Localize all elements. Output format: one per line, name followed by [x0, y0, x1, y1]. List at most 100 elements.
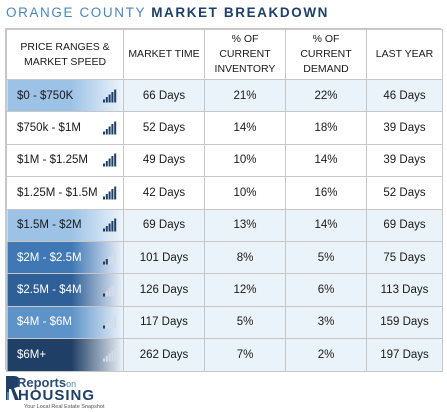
inventory-cell: 21%: [204, 78, 286, 113]
table-header-row: PRICE RANGES & MARKET SPEED MARKET TIME …: [6, 29, 443, 80]
speed-bar: [114, 218, 117, 232]
price-range-label: $0 - $750K: [17, 89, 74, 102]
table-row: $2M - $2.5M 101 Days 8% 5% 75 Days: [6, 240, 443, 275]
speed-bar: [105, 193, 108, 200]
price-range-cell: $2.5M - $4M: [6, 273, 124, 307]
demand-cell: 5%: [285, 240, 367, 275]
speed-bar: [108, 191, 111, 200]
speed-bar: [114, 153, 117, 167]
speed-bar: [111, 286, 114, 297]
table-row: $1.5M - $2M 69 Days 13% 14% 69 Days: [6, 208, 443, 242]
speed-bar: [105, 129, 108, 135]
market-speed-bars-icon: [103, 89, 117, 103]
demand-cell: 22%: [285, 78, 367, 113]
demand-cell: 14%: [285, 208, 367, 242]
price-range-label: $750k - $1M: [17, 122, 81, 135]
price-range-cell: $2M - $2.5M: [6, 240, 124, 275]
speed-bar: [103, 358, 105, 362]
price-range-label: $1.5M - $2M: [17, 219, 82, 232]
speed-bar: [114, 121, 117, 135]
header-current-demand: % OF CURRENT DEMAND: [285, 29, 367, 80]
header-price-ranges: PRICE RANGES & MARKET SPEED: [6, 29, 124, 80]
last-year-cell: 39 Days: [366, 143, 443, 178]
speed-bar: [111, 221, 114, 232]
speed-bar: [103, 261, 105, 265]
inventory-cell: 12%: [204, 273, 286, 307]
last-year-cell: 46 Days: [366, 78, 443, 113]
speed-bar: [114, 315, 117, 329]
market-time-cell: 101 Days: [123, 240, 205, 275]
title-part-breakdown: MARKET BREAKDOWN: [151, 5, 330, 20]
price-range-cell: $0 - $750K: [6, 78, 124, 113]
table-row: $2.5M - $4M 126 Days 12% 6% 113 Days: [6, 273, 443, 307]
logo-r-icon: [6, 376, 20, 400]
price-range-label: $2M - $2.5M: [17, 251, 82, 264]
table-row: $750k - $1M 52 Days 14% 18% 39 Days: [6, 111, 443, 145]
market-time-cell: 66 Days: [123, 78, 205, 113]
speed-bar: [114, 89, 117, 103]
market-speed-bars-icon: [103, 283, 117, 297]
demand-cell: 14%: [285, 143, 367, 178]
speed-bar: [103, 293, 105, 297]
market-speed-bars-icon: [103, 218, 117, 232]
speed-bar: [105, 291, 108, 297]
inventory-cell: 14%: [204, 111, 286, 145]
market-breakdown-table-container: PRICE RANGES & MARKET SPEED MARKET TIME …: [5, 28, 443, 372]
market-breakdown-table: PRICE RANGES & MARKET SPEED MARKET TIME …: [6, 29, 443, 372]
market-speed-bars-icon: [103, 121, 117, 135]
header-market-time: MARKET TIME: [123, 29, 205, 80]
price-range-cell: $6M+: [6, 338, 124, 372]
speed-bar: [105, 258, 108, 265]
demand-cell: 3%: [285, 305, 367, 340]
inventory-cell: 7%: [204, 338, 286, 372]
market-speed-bars-icon: [103, 153, 117, 167]
market-time-cell: 126 Days: [123, 273, 205, 307]
speed-bar: [111, 124, 114, 135]
speed-bar: [105, 226, 108, 232]
inventory-cell: 10%: [204, 176, 286, 210]
market-time-cell: 117 Days: [123, 305, 205, 340]
price-range-cell: $4M - $6M: [6, 305, 124, 340]
header-last-year: LAST YEAR: [366, 29, 443, 80]
market-time-cell: 52 Days: [123, 111, 205, 145]
speed-bar: [111, 188, 114, 200]
market-speed-bars-icon: [103, 186, 117, 200]
market-speed-bars-icon: [103, 251, 117, 265]
speed-bar: [105, 96, 108, 103]
last-year-cell: 113 Days: [366, 273, 443, 307]
table-row: $6M+ 262 Days 7% 2% 197 Days: [6, 338, 443, 372]
price-range-label: $1M - $1.25M: [17, 154, 88, 167]
price-range-cell: $1M - $1.25M: [6, 143, 124, 178]
speed-bar: [108, 353, 111, 362]
demand-cell: 2%: [285, 338, 367, 372]
price-range-cell: $1.25M - $1.5M: [6, 176, 124, 210]
speed-bar: [103, 196, 105, 200]
logo-on-text: on: [66, 379, 77, 389]
table-row: $1M - $1.25M 49 Days 10% 14% 39 Days: [6, 143, 443, 178]
demand-cell: 6%: [285, 273, 367, 307]
last-year-cell: 159 Days: [366, 305, 443, 340]
price-range-cell: $750k - $1M: [6, 111, 124, 145]
title-part-county: ORANGE COUNTY: [6, 5, 146, 20]
speed-bar: [105, 323, 108, 329]
speed-bar: [108, 223, 111, 232]
speed-bar: [108, 94, 111, 103]
logo-tagline: Your Local Real Estate Snapshot: [24, 404, 105, 410]
demand-cell: 16%: [285, 176, 367, 210]
last-year-cell: 197 Days: [366, 338, 443, 372]
speed-bar: [103, 163, 105, 167]
speed-bar: [103, 228, 105, 232]
speed-bar: [108, 126, 111, 135]
market-time-cell: 69 Days: [123, 208, 205, 242]
speed-bar: [111, 350, 114, 362]
last-year-cell: 75 Days: [366, 240, 443, 275]
inventory-cell: 13%: [204, 208, 286, 242]
reports-on-housing-logo: Reportson HOUSING Your Local Real Estate…: [4, 374, 164, 410]
last-year-cell: 52 Days: [366, 176, 443, 210]
speed-bar: [103, 131, 105, 135]
speed-bar: [114, 251, 117, 265]
speed-bar: [114, 283, 117, 297]
speed-bar: [105, 161, 108, 167]
speed-bar: [108, 320, 111, 329]
price-range-cell: $1.5M - $2M: [6, 208, 124, 242]
